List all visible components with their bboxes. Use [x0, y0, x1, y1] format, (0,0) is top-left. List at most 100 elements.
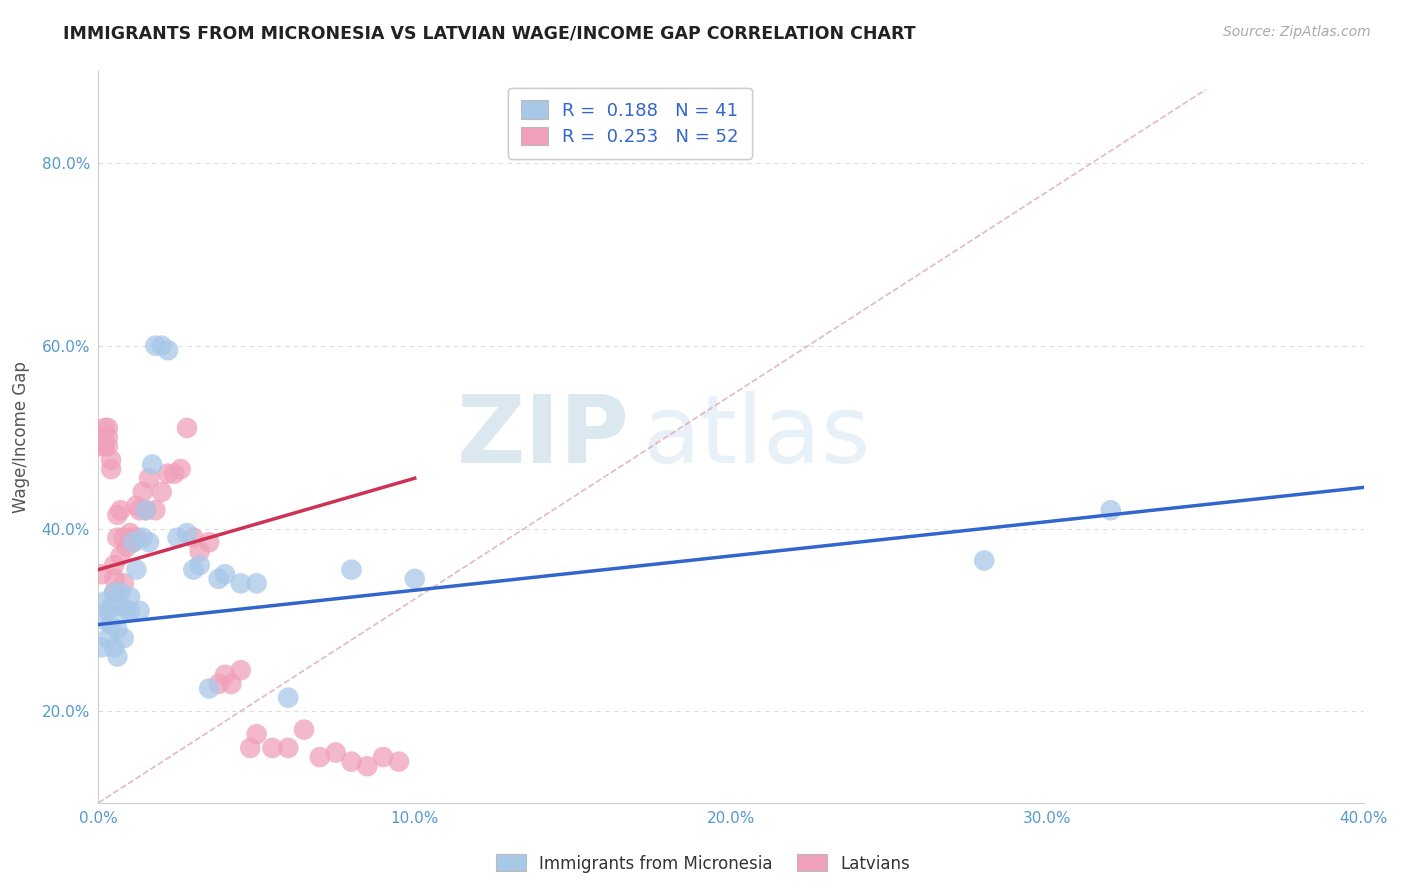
Point	[309, 750, 332, 764]
Point	[93, 613, 117, 627]
Point	[246, 727, 269, 741]
Point	[132, 531, 155, 545]
Point	[103, 585, 125, 599]
Point	[103, 558, 125, 573]
Point	[97, 604, 120, 618]
Point	[97, 430, 120, 444]
Point	[277, 690, 299, 705]
Point	[115, 604, 138, 618]
Point	[120, 531, 141, 545]
Point	[100, 462, 122, 476]
Point	[183, 531, 205, 545]
Point	[141, 458, 163, 472]
Point	[128, 604, 150, 618]
Point	[239, 740, 262, 755]
Point	[157, 343, 180, 358]
Point	[122, 535, 145, 549]
Point	[404, 572, 426, 586]
Point	[110, 549, 132, 563]
Legend: R =  0.188   N = 41, R =  0.253   N = 52: R = 0.188 N = 41, R = 0.253 N = 52	[508, 87, 752, 159]
Point	[246, 576, 269, 591]
Point	[145, 338, 166, 352]
Point	[100, 617, 122, 632]
Text: Source: ZipAtlas.com: Source: ZipAtlas.com	[1223, 25, 1371, 39]
Point	[229, 663, 252, 677]
Point	[371, 750, 394, 764]
Text: ZIP: ZIP	[457, 391, 630, 483]
Point	[340, 563, 363, 577]
Point	[112, 632, 135, 646]
Point	[120, 604, 141, 618]
Point	[132, 485, 155, 500]
Point	[188, 544, 211, 558]
Point	[163, 467, 186, 481]
Point	[107, 649, 129, 664]
Point	[214, 667, 236, 681]
Point	[100, 599, 122, 614]
Point	[122, 535, 145, 549]
Point	[169, 462, 191, 476]
Point	[135, 503, 157, 517]
Point	[208, 677, 231, 691]
Point	[157, 467, 180, 481]
Point	[110, 599, 132, 614]
Point	[125, 499, 148, 513]
Point	[112, 576, 135, 591]
Point	[176, 526, 198, 541]
Point	[125, 531, 148, 545]
Point	[128, 503, 150, 517]
Point	[138, 471, 160, 485]
Point	[110, 503, 132, 517]
Point	[107, 531, 129, 545]
Point	[120, 526, 141, 541]
Point	[208, 572, 231, 586]
Point	[103, 572, 125, 586]
Point	[125, 563, 148, 577]
Point	[93, 439, 117, 453]
Point	[107, 622, 129, 636]
Point	[188, 558, 211, 573]
Point	[112, 531, 135, 545]
Text: atlas: atlas	[643, 391, 870, 483]
Point	[100, 453, 122, 467]
Point	[97, 632, 120, 646]
Point	[90, 439, 112, 453]
Point	[262, 740, 284, 755]
Text: IMMIGRANTS FROM MICRONESIA VS LATVIAN WAGE/INCOME GAP CORRELATION CHART: IMMIGRANTS FROM MICRONESIA VS LATVIAN WA…	[63, 25, 915, 43]
Point	[166, 531, 188, 545]
Point	[198, 681, 221, 696]
Point	[107, 508, 129, 522]
Point	[90, 567, 112, 582]
Point	[229, 576, 252, 591]
Point	[176, 421, 198, 435]
Point	[115, 540, 138, 554]
Point	[219, 677, 243, 691]
Point	[103, 640, 125, 655]
Point	[90, 640, 112, 655]
Point	[145, 503, 166, 517]
Point	[138, 535, 160, 549]
Legend: Immigrants from Micronesia, Latvians: Immigrants from Micronesia, Latvians	[489, 847, 917, 880]
Point	[120, 590, 141, 604]
Point	[93, 594, 117, 608]
Point	[1099, 503, 1122, 517]
Point	[110, 585, 132, 599]
Point	[292, 723, 315, 737]
Point	[388, 755, 411, 769]
Y-axis label: Wage/Income Gap: Wage/Income Gap	[13, 361, 31, 513]
Point	[356, 759, 378, 773]
Point	[150, 485, 173, 500]
Point	[214, 567, 236, 582]
Point	[277, 740, 299, 755]
Point	[973, 553, 995, 567]
Point	[103, 585, 125, 599]
Point	[183, 563, 205, 577]
Point	[325, 746, 347, 760]
Point	[135, 503, 157, 517]
Point	[150, 338, 173, 352]
Point	[340, 755, 363, 769]
Point	[93, 421, 117, 435]
Point	[97, 421, 120, 435]
Point	[198, 535, 221, 549]
Point	[97, 439, 120, 453]
